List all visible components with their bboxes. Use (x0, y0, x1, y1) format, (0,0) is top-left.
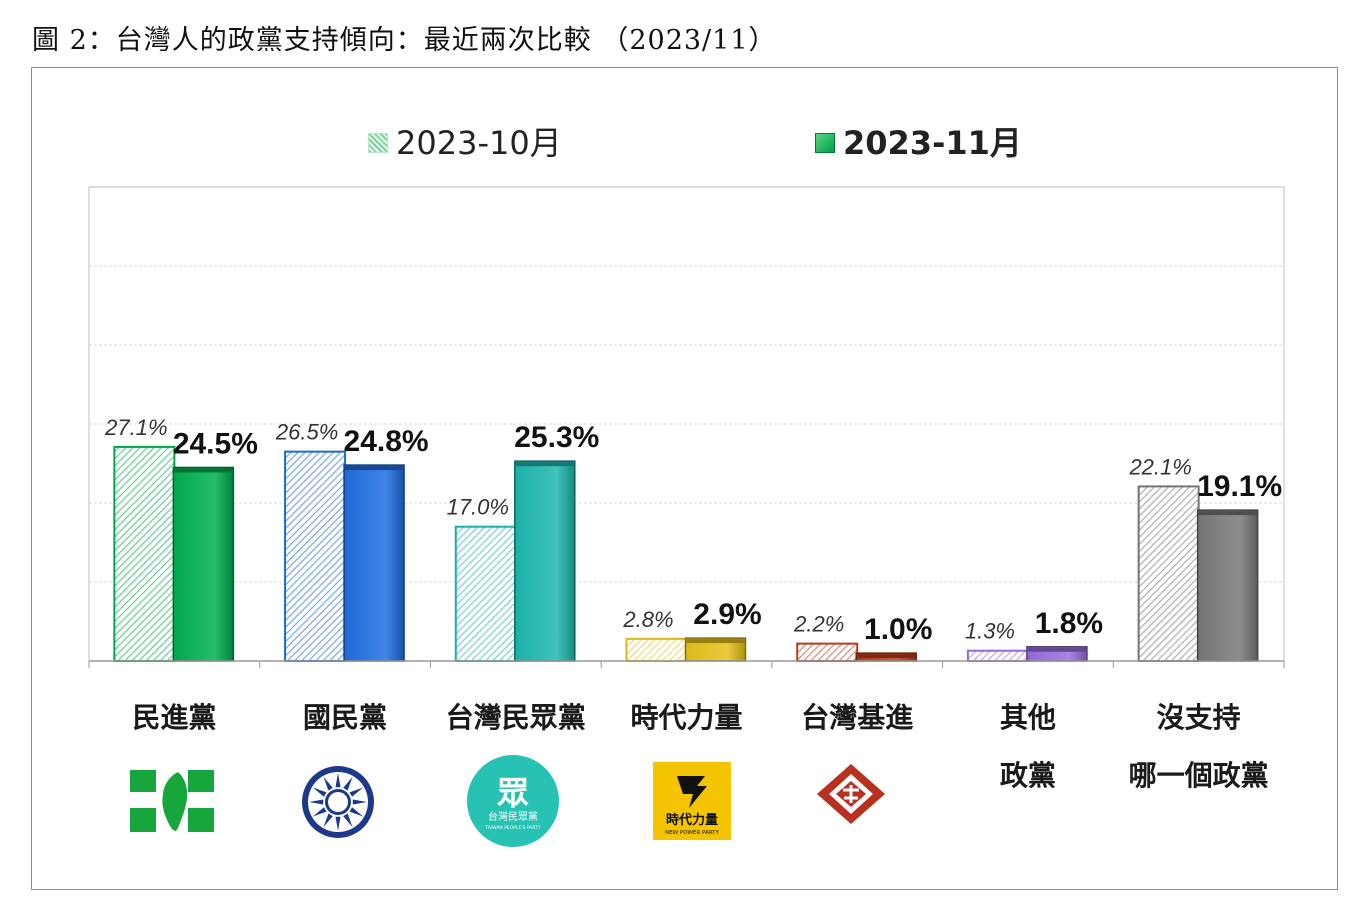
chart-frame (31, 67, 1338, 890)
bar-nov-bevel-tpp (515, 462, 574, 467)
bar-nov-bevel-none (1198, 511, 1257, 516)
legend-label-oct: 2023-10月 (396, 124, 562, 162)
tpp-logo-icon: 眾 台灣民眾黨 TAIWAN PEOPLE'S PARTY (467, 755, 559, 847)
tpp-logo-subtext: 台灣民眾黨 (488, 810, 538, 823)
npp-logo-text: 時代力量 (666, 812, 718, 828)
data-label-oct-other: 1.3% (965, 619, 1015, 644)
npp-logo-tiny: NEW POWER PARTY (665, 830, 719, 836)
legend-item-nov: 2023-11月 (815, 118, 1022, 164)
tpp-logo-tiny: TAIWAN PEOPLE'S PARTY (484, 825, 541, 831)
legend-item-oct: 2023-10月 (368, 118, 562, 164)
data-label-nov-dpp: 24.5% (173, 427, 258, 460)
bar-nov-bevel-npp (686, 639, 745, 644)
kmt-logo-icon (302, 766, 374, 838)
data-label-oct-npp: 2.8% (622, 607, 673, 632)
bar-nov-bevel-tsp (857, 654, 916, 659)
bar-nov-bevel-kmt (345, 466, 404, 471)
bar-nov-tpp (514, 460, 576, 662)
data-label-oct-tsp: 2.2% (793, 612, 844, 637)
data-labels: 27.1%24.5% 26.5% 24.8% 17.0% 25.3% 2.8% 2.9% 2.… (104, 415, 1282, 646)
data-label-nov-tsp: 1.0% (864, 613, 932, 646)
data-label-nov-kmt: 24.8% (344, 425, 429, 458)
bar-nov-bevel-dpp (174, 468, 233, 473)
tpp-logo-char: 眾 (496, 774, 529, 812)
category-label-none: 沒支持 哪一個政黨 (1128, 701, 1269, 792)
legend-swatch-solid (815, 133, 835, 153)
bar-oct-kmt (284, 450, 347, 662)
category-label-tsp: 台灣基進 (801, 701, 914, 734)
bar-oct-tsp (796, 642, 859, 662)
bar-oct-other (966, 649, 1029, 662)
bar-oct-none (1137, 485, 1200, 662)
dpp-logo-icon (130, 770, 214, 832)
category-label-other: 其他 政黨 (999, 701, 1056, 792)
bar-nov-none (1196, 509, 1259, 662)
data-label-oct-dpp: 27.1% (104, 415, 167, 440)
category-label-dpp: 民進黨 (132, 701, 217, 734)
category-label-npp: 時代力量 (630, 701, 743, 734)
bar-nov-kmt (343, 464, 405, 662)
bar-nov-dpp (172, 466, 235, 662)
bars (113, 445, 1259, 663)
gridlines (89, 265, 1284, 583)
data-label-nov-tpp: 25.3% (514, 421, 599, 454)
figure-title: 圖 2：台灣人的政黨支持傾向：最近兩次比較 （2023/11） (32, 25, 777, 56)
data-label-nov-other: 1.8% (1035, 607, 1103, 640)
category-label-kmt: 國民黨 (303, 701, 388, 734)
data-label-nov-none: 19.1% (1197, 470, 1282, 503)
data-label-oct-tpp: 17.0% (447, 495, 509, 520)
tsp-logo-icon (817, 764, 885, 824)
data-label-oct-none: 22.1% (1128, 454, 1191, 479)
bar-oct-tpp (454, 525, 517, 663)
bar-oct-dpp (113, 445, 176, 662)
category-label-tpp: 台灣民眾黨 (445, 701, 586, 734)
data-label-nov-npp: 2.9% (693, 598, 761, 631)
npp-logo-icon: 時代力量 NEW POWER PARTY (653, 762, 731, 840)
bar-nov-bevel-other (1027, 647, 1086, 652)
x-axis-ticks (88, 661, 1285, 668)
legend-label-nov: 2023-11月 (843, 124, 1022, 162)
legend-swatch-hatched (368, 133, 388, 153)
bar-oct-npp (625, 637, 688, 663)
data-label-oct-kmt: 26.5% (275, 420, 338, 445)
